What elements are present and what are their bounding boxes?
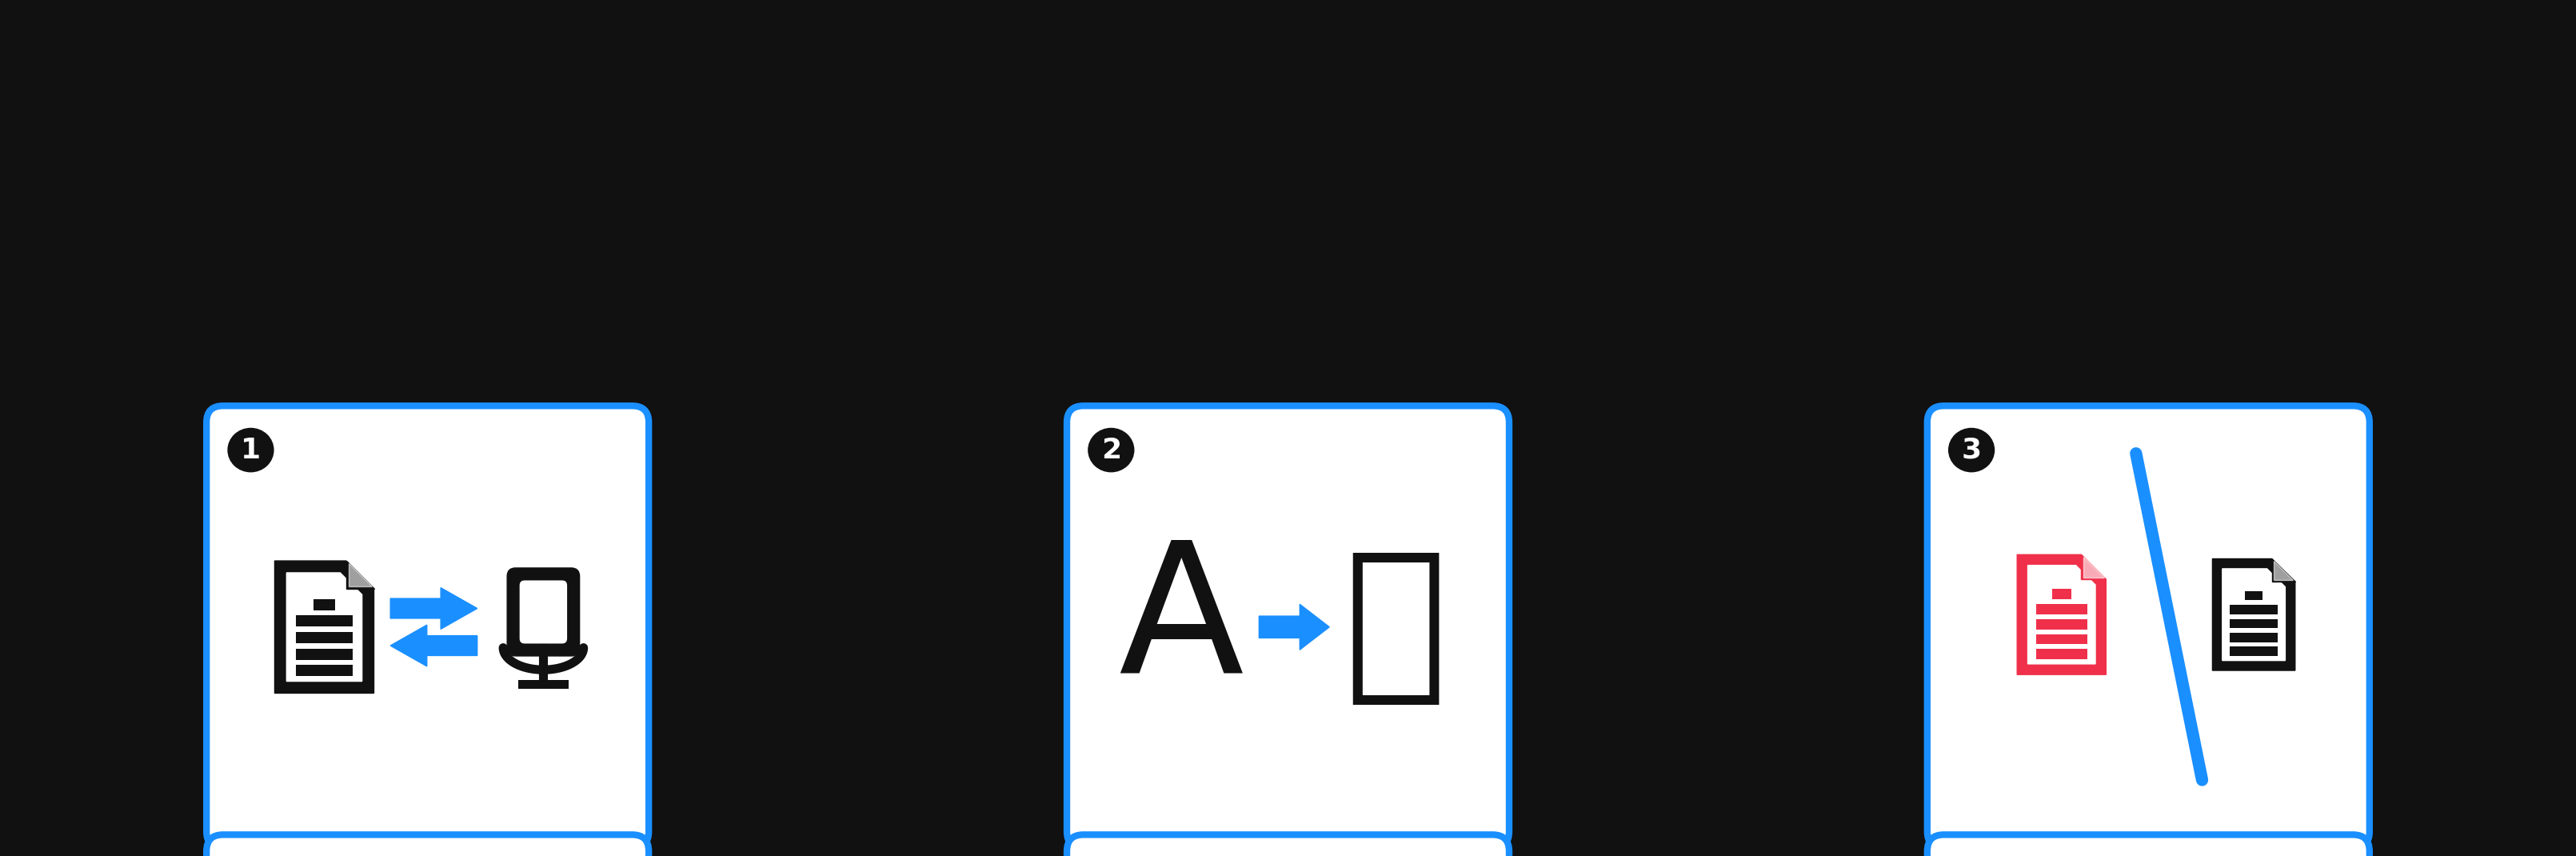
Polygon shape bbox=[392, 625, 477, 666]
Bar bbox=[296, 665, 353, 676]
FancyBboxPatch shape bbox=[1066, 835, 1510, 856]
Polygon shape bbox=[2017, 555, 2107, 675]
Bar bbox=[518, 681, 569, 688]
Polygon shape bbox=[2275, 561, 2293, 580]
Polygon shape bbox=[2223, 568, 2285, 661]
Bar bbox=[2231, 605, 2277, 615]
Polygon shape bbox=[2084, 556, 2105, 578]
Polygon shape bbox=[2213, 559, 2295, 670]
Bar bbox=[296, 632, 353, 643]
FancyBboxPatch shape bbox=[206, 406, 649, 848]
FancyBboxPatch shape bbox=[1066, 406, 1510, 848]
Text: A: A bbox=[1118, 534, 1244, 711]
Bar bbox=[2053, 589, 2071, 599]
Polygon shape bbox=[276, 561, 374, 693]
Bar bbox=[2231, 619, 2277, 628]
FancyBboxPatch shape bbox=[1927, 835, 2370, 856]
Text: 1: 1 bbox=[240, 437, 260, 464]
FancyBboxPatch shape bbox=[1927, 406, 2370, 848]
Bar bbox=[2035, 604, 2087, 615]
Bar bbox=[2035, 619, 2087, 629]
Bar bbox=[2231, 633, 2277, 642]
Bar bbox=[296, 649, 353, 660]
FancyBboxPatch shape bbox=[206, 835, 649, 856]
Ellipse shape bbox=[1090, 428, 1133, 472]
Polygon shape bbox=[2027, 565, 2094, 664]
Polygon shape bbox=[392, 588, 477, 629]
Bar bbox=[314, 599, 335, 610]
Bar bbox=[2035, 634, 2087, 645]
Bar bbox=[2244, 591, 2262, 600]
Bar bbox=[296, 615, 353, 627]
Text: 字: 字 bbox=[1345, 544, 1448, 710]
FancyBboxPatch shape bbox=[520, 580, 567, 644]
Bar bbox=[2231, 647, 2277, 657]
Polygon shape bbox=[2272, 559, 2295, 582]
Ellipse shape bbox=[1950, 428, 1994, 472]
Polygon shape bbox=[286, 573, 363, 681]
Polygon shape bbox=[345, 561, 374, 589]
Polygon shape bbox=[2081, 555, 2107, 580]
Text: 2: 2 bbox=[1100, 437, 1121, 464]
FancyBboxPatch shape bbox=[507, 568, 580, 656]
Ellipse shape bbox=[229, 428, 273, 472]
Polygon shape bbox=[1260, 604, 1329, 650]
Text: 3: 3 bbox=[1960, 437, 1981, 464]
Polygon shape bbox=[348, 563, 371, 586]
Bar bbox=[2035, 649, 2087, 659]
